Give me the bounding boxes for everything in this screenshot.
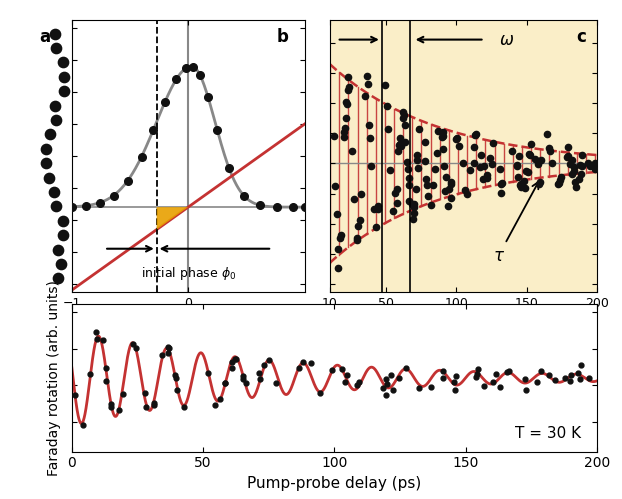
Y-axis label: Faraday rotation (arb. units): Faraday rotation (arb. units) [47, 280, 61, 476]
Point [41, 159, 51, 167]
Point [41, 145, 51, 153]
Text: a: a [39, 28, 50, 46]
Point [50, 29, 60, 37]
Point [50, 202, 60, 210]
Text: $\omega$: $\omega$ [499, 30, 514, 48]
Text: c: c [577, 28, 587, 46]
X-axis label: Pump-probe delay (ps): Pump-probe delay (ps) [247, 476, 422, 491]
X-axis label: Delay (ps): Delay (ps) [431, 315, 496, 328]
Point [49, 188, 58, 196]
Polygon shape [157, 207, 188, 230]
Point [58, 73, 68, 81]
Point [58, 217, 68, 225]
Point [59, 87, 69, 95]
Point [53, 274, 63, 282]
Point [51, 44, 61, 52]
Point [56, 260, 66, 268]
Text: $\tau$: $\tau$ [493, 182, 539, 264]
Text: initial phase $\phi_0$: initial phase $\phi_0$ [141, 264, 236, 282]
Point [53, 246, 63, 253]
Text: b: b [277, 28, 289, 46]
Text: T = 30 K: T = 30 K [515, 426, 582, 441]
X-axis label: Delay (ps): Delay (ps) [156, 315, 220, 328]
Point [45, 130, 55, 138]
Point [50, 102, 60, 110]
Point [58, 58, 68, 66]
Point [44, 174, 54, 182]
Point [51, 116, 61, 124]
Point [58, 231, 68, 239]
